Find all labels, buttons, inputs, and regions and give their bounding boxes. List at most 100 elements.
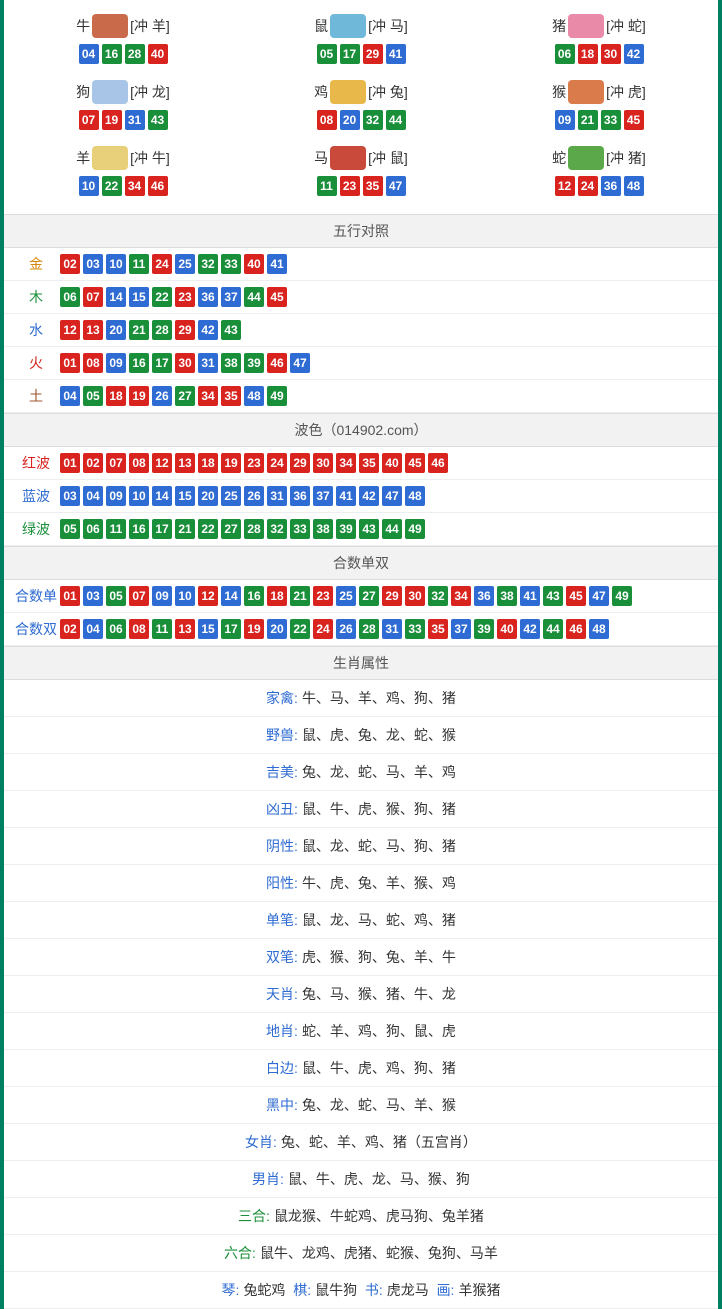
ball: 01 xyxy=(60,353,80,373)
zodiac-name: 马 xyxy=(314,148,328,168)
ball: 45 xyxy=(566,586,586,606)
ball: 04 xyxy=(79,44,99,64)
attr-value: 鼠、龙、马、蛇、鸡、猪 xyxy=(302,912,456,928)
ball: 05 xyxy=(317,44,337,64)
ball: 42 xyxy=(359,486,379,506)
zodiac-icon xyxy=(92,80,128,104)
ball: 07 xyxy=(129,586,149,606)
ball: 03 xyxy=(83,254,103,274)
zodiac-icon xyxy=(92,14,128,38)
ball: 06 xyxy=(555,44,575,64)
attribute-row: 凶丑:鼠、牛、虎、猴、狗、猪 xyxy=(4,791,718,828)
data-row: 绿波05061116172122272832333839434449 xyxy=(4,513,718,546)
ball: 45 xyxy=(405,453,425,473)
zodiac-icon xyxy=(330,14,366,38)
ball: 42 xyxy=(198,320,218,340)
ball: 18 xyxy=(106,386,126,406)
attribute-row: 白边:鼠、牛、虎、鸡、狗、猪 xyxy=(4,1050,718,1087)
ball: 30 xyxy=(313,453,333,473)
ball: 12 xyxy=(60,320,80,340)
zodiac-title: 鼠[冲 马] xyxy=(314,14,408,38)
ball: 05 xyxy=(106,586,126,606)
attribute-row: 地肖:蛇、羊、鸡、狗、鼠、虎 xyxy=(4,1013,718,1050)
main-frame: 牛[冲 羊]04162840鼠[冲 马]05172941猪[冲 蛇]061830… xyxy=(0,0,722,1309)
footer-row: 琴:兔蛇鸡 棋:鼠牛狗 书:虎龙马 画:羊猴猪 xyxy=(4,1272,718,1309)
ball: 37 xyxy=(451,619,471,639)
ball: 22 xyxy=(290,619,310,639)
ball: 39 xyxy=(244,353,264,373)
wuxing-header: 五行对照 xyxy=(4,214,718,248)
ball: 29 xyxy=(175,320,195,340)
ball: 44 xyxy=(543,619,563,639)
ball: 39 xyxy=(474,619,494,639)
heshu-header: 合数单双 xyxy=(4,546,718,580)
attr-label: 白边: xyxy=(266,1060,298,1076)
footer-label: 棋: xyxy=(293,1282,311,1298)
ball: 24 xyxy=(313,619,333,639)
attribute-row: 阳性:牛、虎、兔、羊、猴、鸡 xyxy=(4,865,718,902)
ball: 32 xyxy=(198,254,218,274)
ball: 07 xyxy=(79,110,99,130)
bose-rows: 红波0102070812131819232429303435404546蓝波03… xyxy=(4,447,718,546)
data-row: 金02031011242532334041 xyxy=(4,248,718,281)
row-label: 合数单 xyxy=(12,586,60,606)
zodiac-chong: [冲 虎] xyxy=(606,82,646,102)
ball: 26 xyxy=(244,486,264,506)
ball: 08 xyxy=(129,619,149,639)
attr-value: 兔、龙、蛇、马、羊、猴 xyxy=(302,1097,456,1113)
zodiac-balls: 10223446 xyxy=(4,176,242,196)
attr-label: 六合: xyxy=(224,1245,256,1261)
ball: 20 xyxy=(267,619,287,639)
ball: 44 xyxy=(244,287,264,307)
zodiac-title: 猪[冲 蛇] xyxy=(552,14,646,38)
attr-value: 兔、马、猴、猪、牛、龙 xyxy=(302,986,456,1002)
ball: 37 xyxy=(221,287,241,307)
ball: 48 xyxy=(405,486,425,506)
ball: 06 xyxy=(83,519,103,539)
ball: 30 xyxy=(405,586,425,606)
ball: 21 xyxy=(578,110,598,130)
ball: 43 xyxy=(543,586,563,606)
ball: 43 xyxy=(221,320,241,340)
row-label: 绿波 xyxy=(12,519,60,539)
ball: 47 xyxy=(386,176,406,196)
zodiac-balls: 11233547 xyxy=(242,176,480,196)
ball: 20 xyxy=(106,320,126,340)
data-row: 合数双0204060811131517192022242628313335373… xyxy=(4,613,718,646)
ball: 33 xyxy=(601,110,621,130)
ball: 31 xyxy=(125,110,145,130)
attribute-row: 野兽:鼠、虎、兔、龙、蛇、猴 xyxy=(4,717,718,754)
ball: 46 xyxy=(148,176,168,196)
ball: 47 xyxy=(589,586,609,606)
ball: 25 xyxy=(175,254,195,274)
row-label: 土 xyxy=(12,386,60,406)
footer-label: 画: xyxy=(437,1282,455,1298)
attr-value: 兔、龙、蛇、马、羊、鸡 xyxy=(302,764,456,780)
attribute-row: 家禽:牛、马、羊、鸡、狗、猪 xyxy=(4,680,718,717)
ball: 18 xyxy=(198,453,218,473)
attr-label: 阴性: xyxy=(266,838,298,854)
ball: 12 xyxy=(152,453,172,473)
ball: 17 xyxy=(221,619,241,639)
ball: 38 xyxy=(313,519,333,539)
attr-label: 女肖: xyxy=(245,1134,277,1150)
ball: 35 xyxy=(221,386,241,406)
ball: 41 xyxy=(386,44,406,64)
ball: 31 xyxy=(382,619,402,639)
ball: 24 xyxy=(267,453,287,473)
ball: 42 xyxy=(624,44,644,64)
ball: 16 xyxy=(129,353,149,373)
ball: 13 xyxy=(175,453,195,473)
zodiac-balls: 04162840 xyxy=(4,44,242,64)
bose-header: 波色（014902.com） xyxy=(4,413,718,447)
ball: 16 xyxy=(244,586,264,606)
ball: 28 xyxy=(125,44,145,64)
ball: 34 xyxy=(125,176,145,196)
zodiac-title: 猴 [冲 虎] xyxy=(552,80,646,104)
zodiac-name: 鸡 xyxy=(314,82,328,102)
ball: 12 xyxy=(198,586,218,606)
ball: 43 xyxy=(359,519,379,539)
zodiac-name: 猴 xyxy=(552,82,566,102)
ball: 36 xyxy=(601,176,621,196)
ball: 06 xyxy=(106,619,126,639)
